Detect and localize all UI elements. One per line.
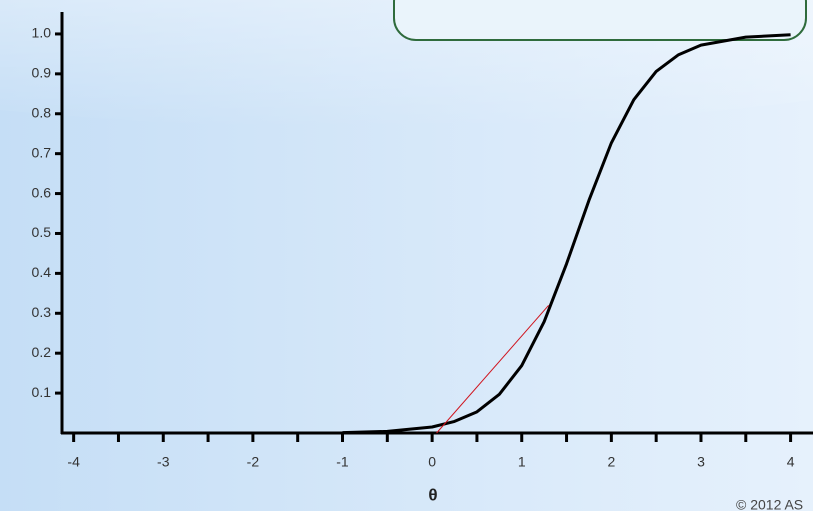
y-tick-label: 0.6 bbox=[32, 184, 52, 200]
x-tick-label: 2 bbox=[607, 454, 615, 470]
y-tick-label: 0.5 bbox=[32, 224, 52, 240]
curve bbox=[436, 304, 550, 434]
copyright: © 2012 AS bbox=[736, 497, 803, 511]
x-tick-label: -4 bbox=[67, 454, 80, 470]
callout-box bbox=[393, 0, 807, 41]
y-tick-label: 0.1 bbox=[32, 384, 52, 400]
x-tick-label: -2 bbox=[247, 454, 260, 470]
x-tick-label: 3 bbox=[697, 454, 705, 470]
x-tick-label: 1 bbox=[518, 454, 526, 470]
x-tick-label: -3 bbox=[157, 454, 170, 470]
x-axis-label: θ bbox=[428, 485, 437, 504]
x-tick-label: 4 bbox=[787, 454, 795, 470]
y-tick-label: 1.0 bbox=[32, 25, 52, 41]
y-tick-label: 0.9 bbox=[32, 65, 52, 81]
x-tick-label: 0 bbox=[428, 454, 436, 470]
y-tick-label: 0.4 bbox=[32, 264, 52, 280]
y-tick-label: 0.3 bbox=[32, 304, 52, 320]
x-tick-label: -1 bbox=[336, 454, 349, 470]
y-tick-label: 0.7 bbox=[32, 144, 52, 160]
y-tick-label: 0.2 bbox=[32, 344, 52, 360]
curve bbox=[342, 33, 791, 435]
y-tick-label: 0.8 bbox=[32, 104, 52, 120]
